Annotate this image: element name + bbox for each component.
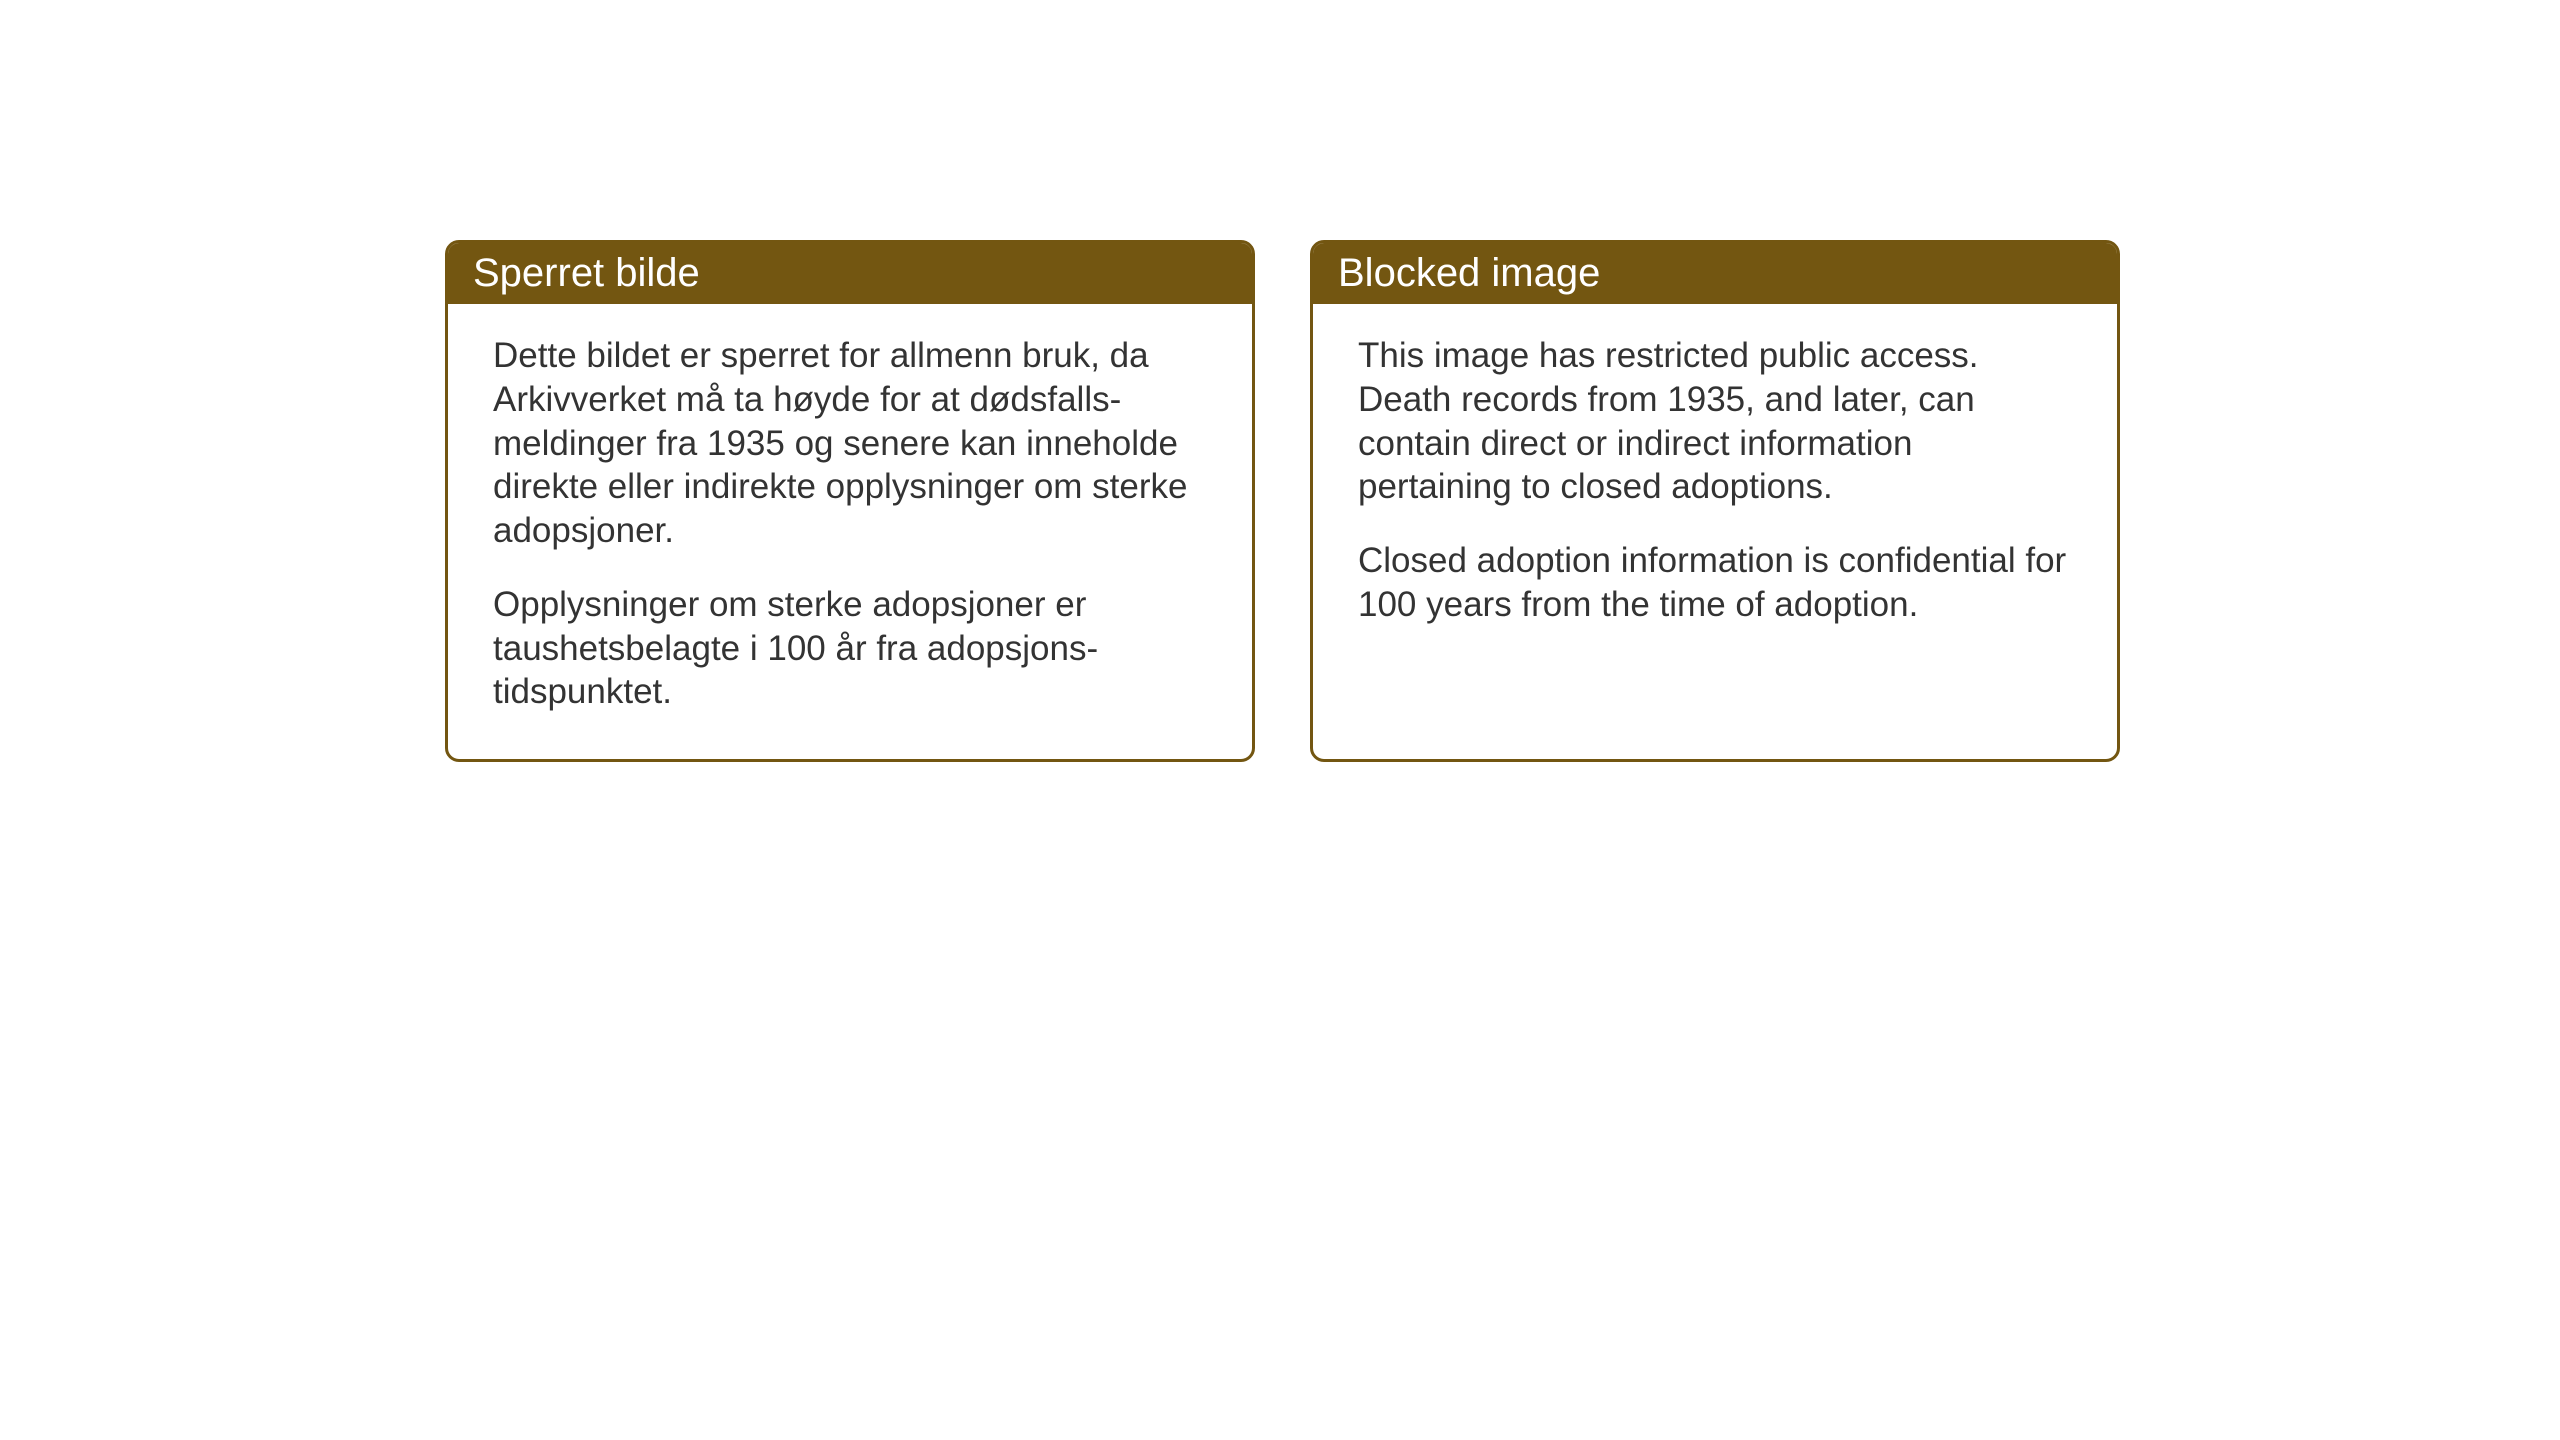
- card-body-english: This image has restricted public access.…: [1313, 304, 2117, 672]
- card-header-norwegian: Sperret bilde: [448, 243, 1252, 304]
- card-header-english: Blocked image: [1313, 243, 2117, 304]
- card-title-english: Blocked image: [1338, 251, 1600, 295]
- notice-card-norwegian: Sperret bilde Dette bildet er sperret fo…: [445, 240, 1255, 762]
- card-paragraph-1-norwegian: Dette bildet er sperret for allmenn bruk…: [493, 334, 1207, 553]
- notice-container: Sperret bilde Dette bildet er sperret fo…: [445, 240, 2120, 762]
- card-paragraph-2-english: Closed adoption information is confident…: [1358, 539, 2072, 627]
- card-body-norwegian: Dette bildet er sperret for allmenn bruk…: [448, 304, 1252, 759]
- card-paragraph-1-english: This image has restricted public access.…: [1358, 334, 2072, 509]
- card-paragraph-2-norwegian: Opplysninger om sterke adopsjoner er tau…: [493, 583, 1207, 714]
- card-title-norwegian: Sperret bilde: [473, 251, 700, 295]
- notice-card-english: Blocked image This image has restricted …: [1310, 240, 2120, 762]
